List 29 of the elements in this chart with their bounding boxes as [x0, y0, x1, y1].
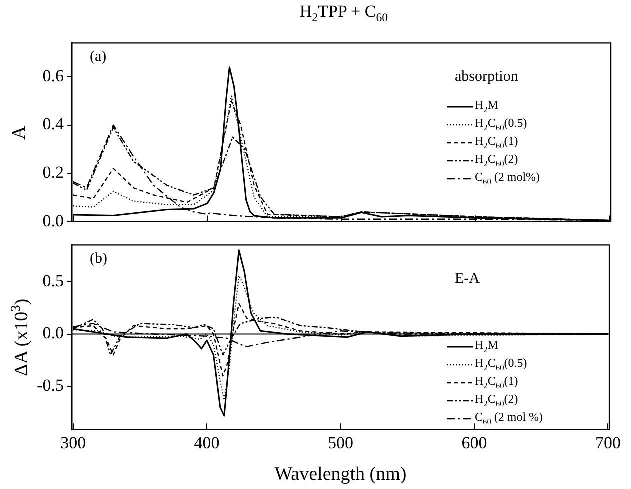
- legend-label: H$_{2}$M: [475, 338, 499, 355]
- legend-label: H$_{2}$C$_{60}$(0.5): [475, 116, 528, 133]
- legend-label: H$_{2}$C$_{60}$(1): [475, 374, 518, 391]
- legend-label: H$_{2}$M: [475, 98, 499, 115]
- y-tick-label: 0.5: [42, 271, 64, 290]
- x-tick-label: 300: [60, 433, 86, 452]
- x-tick-label: 400: [194, 433, 220, 452]
- y-tick-label: 0.6: [42, 66, 64, 86]
- x-tick-label: 600: [462, 433, 488, 452]
- y-axis-title: A: [8, 126, 31, 140]
- y-tick-label: 0.2: [42, 163, 64, 182]
- chart-title: H$_{2}$TPP + C$_{60}$: [298, 2, 390, 26]
- legend-label: H$_{2}$C$_{60}$(0.5): [475, 356, 528, 373]
- annotation: absorption: [455, 69, 518, 86]
- y-tick-label: 0.4: [42, 114, 64, 134]
- y-tick-label: 0.0: [42, 324, 64, 343]
- annotation: (a): [90, 49, 107, 66]
- x-tick-label: 500: [328, 433, 354, 452]
- annotation: E-A: [455, 271, 480, 288]
- legend-label: H$_{2}$C$_{60}$(1): [475, 134, 518, 151]
- legend-label: H$_{2}$C$_{60}$(2): [475, 152, 518, 169]
- y-tick-label: 0.0: [42, 211, 64, 230]
- x-tick-label: 700: [595, 433, 621, 452]
- y-tick-label: -0.5: [37, 376, 64, 396]
- legend-label: C$_{60}$ (2 mol%): [475, 170, 540, 187]
- x-axis-title: Wavelength (nm): [274, 464, 407, 486]
- legend-label: H$_{2}$C$_{60}$(2): [475, 392, 518, 409]
- legend-label: C$_{60}$ (2 mol %): [475, 410, 544, 427]
- annotation: (b): [90, 251, 108, 268]
